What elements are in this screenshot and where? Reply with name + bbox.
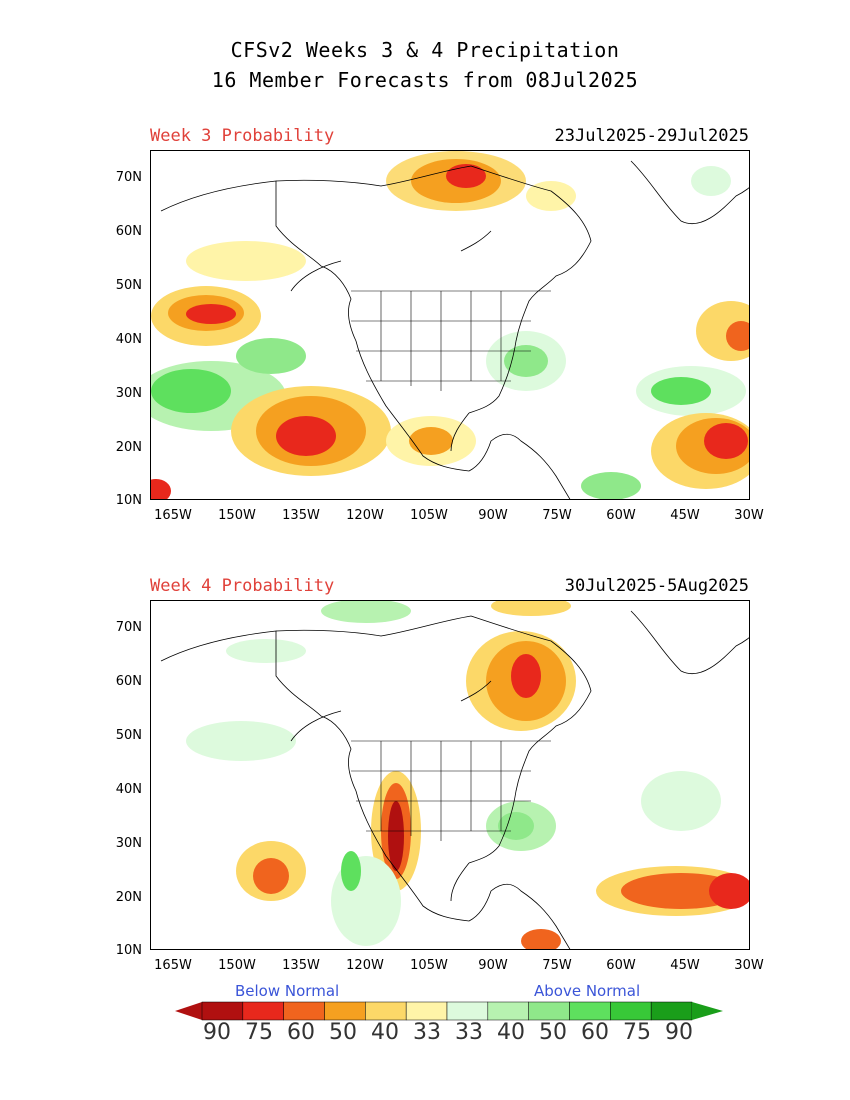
legend-swatch xyxy=(201,1001,244,1021)
legend-arrow-low xyxy=(175,1002,202,1020)
week3-lon-label: 90W xyxy=(478,508,508,523)
legend-swatch xyxy=(405,1001,448,1021)
week4-lon-label: 120W xyxy=(346,958,384,973)
week3-map xyxy=(150,150,750,500)
week3-lat-label: 10N xyxy=(115,493,142,508)
week4-lat-label: 50N xyxy=(115,728,142,743)
week4-lon-label: 135W xyxy=(282,958,320,973)
week4-lat-label: 10N xyxy=(115,943,142,958)
week4-lat-label: 70N xyxy=(115,620,142,635)
legend-swatch xyxy=(365,1001,407,1021)
week4-lon-label: 45W xyxy=(670,958,700,973)
legend-value: 40 xyxy=(371,1020,399,1045)
legend-value: 60 xyxy=(581,1020,609,1045)
week3-lon-label: 105W xyxy=(410,508,448,523)
legend-swatch xyxy=(283,1001,325,1021)
week3-lon-label: 45W xyxy=(670,508,700,523)
legend-value: 75 xyxy=(623,1020,651,1045)
week4-lon-label: 105W xyxy=(410,958,448,973)
week4-lat-label: 20N xyxy=(115,890,142,905)
legend-value: 50 xyxy=(329,1020,357,1045)
legend-value: 33 xyxy=(413,1020,441,1045)
week4-lon-label: 60W xyxy=(606,958,636,973)
map-title-line1: CFSv2 Weeks 3 & 4 Precipitation xyxy=(230,38,620,62)
week4-lon-label: 75W xyxy=(542,958,572,973)
week3-lon-label: 60W xyxy=(606,508,636,523)
legend-arrow-high xyxy=(692,1002,723,1020)
week3-lon-label: 135W xyxy=(282,508,320,523)
week3-lon-label: 30W xyxy=(734,508,764,523)
week3-lon-label: 165W xyxy=(154,508,192,523)
week4-lat-label: 60N xyxy=(115,674,142,689)
week4-map-svg xyxy=(160,601,749,949)
week3-map-svg xyxy=(151,151,749,499)
legend-value: 90 xyxy=(203,1020,231,1045)
week4-label: Week 4 Probability xyxy=(150,576,335,596)
week3-lon-label: 75W xyxy=(542,508,572,523)
week3-lat-label: 40N xyxy=(115,332,142,347)
week4-lon-label: 90W xyxy=(478,958,508,973)
week4-lon-label: 30W xyxy=(734,958,764,973)
week4-map xyxy=(150,600,750,950)
week3-lat-label: 20N xyxy=(115,440,142,455)
week4-dates: 30Jul2025-5Aug2025 xyxy=(564,576,749,596)
week4-lon-label: 165W xyxy=(154,958,192,973)
legend-swatch xyxy=(569,1001,611,1021)
week4-coastlines xyxy=(160,610,749,949)
week3-shading xyxy=(151,151,749,499)
legend-swatch xyxy=(610,1001,652,1021)
legend-colorbar xyxy=(175,1001,723,1021)
week3-borders xyxy=(351,290,551,391)
week4-lon-label: 150W xyxy=(218,958,256,973)
legend-swatch xyxy=(446,1001,489,1021)
legend-value: 40 xyxy=(497,1020,525,1045)
week3-lat-label: 60N xyxy=(115,224,142,239)
week3-lat-label: 30N xyxy=(115,386,142,401)
week3-lon-label: 150W xyxy=(218,508,256,523)
legend-above-label: Above Normal xyxy=(534,982,641,1000)
legend-swatch xyxy=(487,1001,529,1021)
legend-swatch xyxy=(324,1001,366,1021)
legend-swatch xyxy=(650,1001,693,1021)
legend-swatch xyxy=(242,1001,284,1021)
week4-borders xyxy=(351,740,551,841)
legend-swatch xyxy=(528,1001,570,1021)
legend-value: 60 xyxy=(287,1020,315,1045)
week3-lon-label: 120W xyxy=(346,508,384,523)
map-title-line2: 16 Member Forecasts from 08Jul2025 xyxy=(211,68,639,92)
legend-value: 33 xyxy=(455,1020,483,1045)
week4-lat-label: 40N xyxy=(115,782,142,797)
week3-lat-label: 70N xyxy=(115,170,142,185)
week4-lat-label: 30N xyxy=(115,836,142,851)
week3-dates: 23Jul2025-29Jul2025 xyxy=(554,126,749,146)
legend-value: 75 xyxy=(245,1020,273,1045)
week3-lat-label: 50N xyxy=(115,278,142,293)
week3-label: Week 3 Probability xyxy=(150,126,335,146)
legend-below-label: Below Normal xyxy=(235,982,340,1000)
legend-value: 50 xyxy=(539,1020,567,1045)
legend-value: 90 xyxy=(665,1020,693,1045)
week3-coastlines xyxy=(160,160,749,499)
